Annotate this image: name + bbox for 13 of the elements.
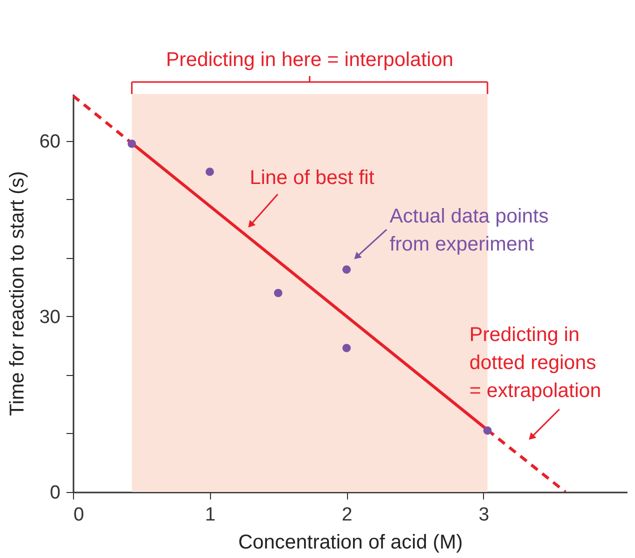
- x-tick-label: 0: [74, 504, 84, 526]
- band-label: Predicting in here = interpolation: [166, 49, 454, 71]
- x-tick-label: 3: [478, 504, 490, 526]
- y-axis-title: Time for reaction to start (s): [6, 171, 28, 416]
- x-axis-title: Concentration of acid (M): [238, 532, 463, 554]
- y-tick-label: 60: [39, 131, 60, 152]
- y-tick-label: 30: [39, 306, 60, 328]
- x-tick-label: 1: [205, 504, 216, 526]
- x-tick-label: 2: [342, 504, 352, 526]
- annotation: Line of best fit: [250, 167, 375, 190]
- annotation: Predicting in dotted regions = extrapolation: [469, 324, 602, 402]
- annotation: Actual data points from experiment: [390, 206, 549, 256]
- y-tick-label: 0: [50, 482, 60, 504]
